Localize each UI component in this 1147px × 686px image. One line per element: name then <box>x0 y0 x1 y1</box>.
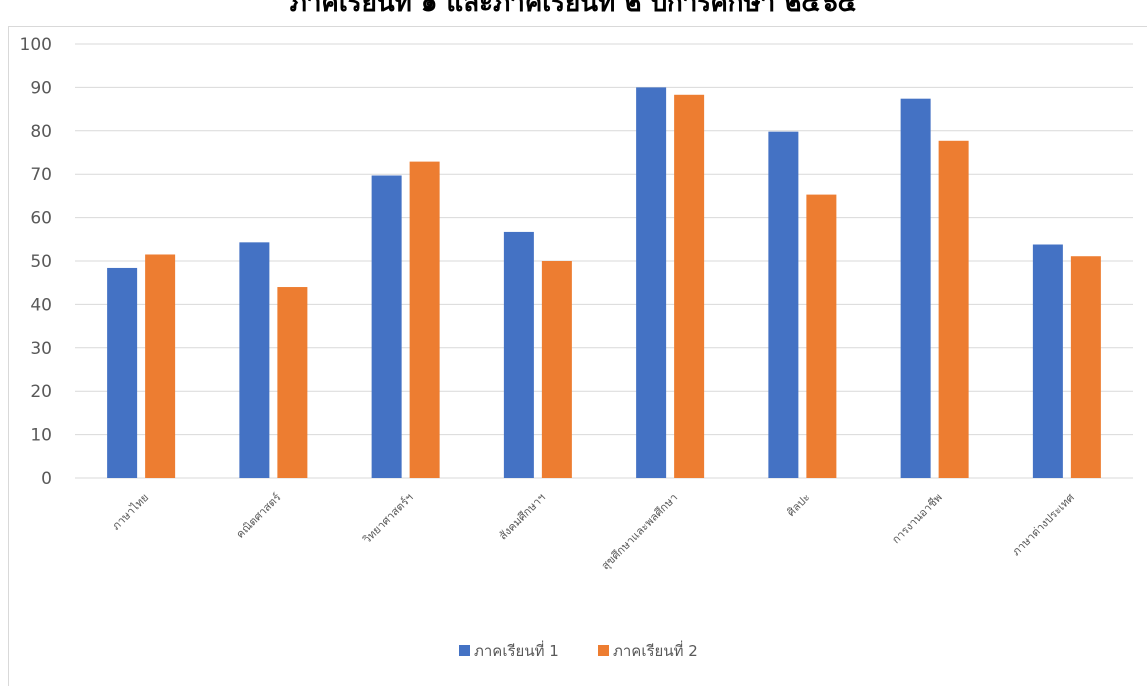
legend-swatch-series-1 <box>459 645 470 656</box>
bar-series-1 <box>636 87 667 479</box>
y-tick-label: 0 <box>41 469 52 489</box>
bar-series-1 <box>1032 244 1063 478</box>
x-tick-label: สุขศึกษาและพลศึกษา <box>599 491 680 572</box>
y-tick-label: 60 <box>30 209 52 229</box>
bar-series-2 <box>1070 256 1101 478</box>
bar-series-2 <box>277 287 308 478</box>
y-tick-label: 80 <box>30 122 52 142</box>
x-tick-label: ภาษาไทย <box>109 491 151 533</box>
y-tick-label: 100 <box>20 35 52 55</box>
y-tick-label: 30 <box>30 339 52 359</box>
x-tick-label: ภาษาต่างประเทศ <box>1010 491 1077 558</box>
chart-title: ภาคเรียนที่ ๑ และภาคเรียนที่ ๒ ปีการศึกษ… <box>289 0 858 18</box>
bar-series-2 <box>145 254 176 478</box>
x-tick-label: วิทยาศาสตร์ฯ <box>360 491 416 547</box>
chart-frame <box>8 26 1147 686</box>
y-tick-label: 20 <box>30 382 52 402</box>
y-tick-label: 90 <box>30 78 52 98</box>
legend-swatch-series-2 <box>598 645 609 656</box>
bar-series-2 <box>541 261 572 478</box>
x-tick-label: ศิลปะ <box>784 491 812 519</box>
bar-series-2 <box>806 194 837 478</box>
bar-series-1 <box>239 242 270 478</box>
bar-series-1 <box>371 175 402 478</box>
legend-label-series-2: ภาคเรียนที่ 2 <box>613 640 698 660</box>
y-tick-label: 40 <box>30 295 52 315</box>
x-tick-label: การงานอาชีพ <box>889 491 944 546</box>
bar-series-1 <box>503 231 534 478</box>
bars <box>107 87 1101 479</box>
x-tick-label: คณิตศาสตร์ <box>234 491 284 541</box>
y-axis-ticks: 0 10 20 30 40 50 60 70 80 90 100 <box>20 35 52 489</box>
legend-label-series-1: ภาคเรียนที่ 1 <box>474 640 559 660</box>
bar-series-1 <box>768 131 799 478</box>
bar-series-2 <box>409 161 440 478</box>
x-axis-ticks: ภาษาไทย คณิตศาสตร์ วิทยาศาสตร์ฯ สังคมศึกษาฯ… <box>109 491 1077 572</box>
x-tick-label: สังคมศึกษาฯ <box>496 491 548 543</box>
bar-series-1 <box>107 267 138 478</box>
legend: ภาคเรียนที่ 1 ภาคเรียนที่ 2 <box>459 640 698 660</box>
bar-series-1 <box>900 98 931 479</box>
bar-series-2 <box>674 94 705 478</box>
gridlines <box>75 43 1133 479</box>
bar-series-2 <box>938 140 969 479</box>
y-tick-label: 50 <box>30 252 52 272</box>
y-tick-label: 70 <box>30 165 52 185</box>
y-tick-label: 10 <box>30 426 52 446</box>
